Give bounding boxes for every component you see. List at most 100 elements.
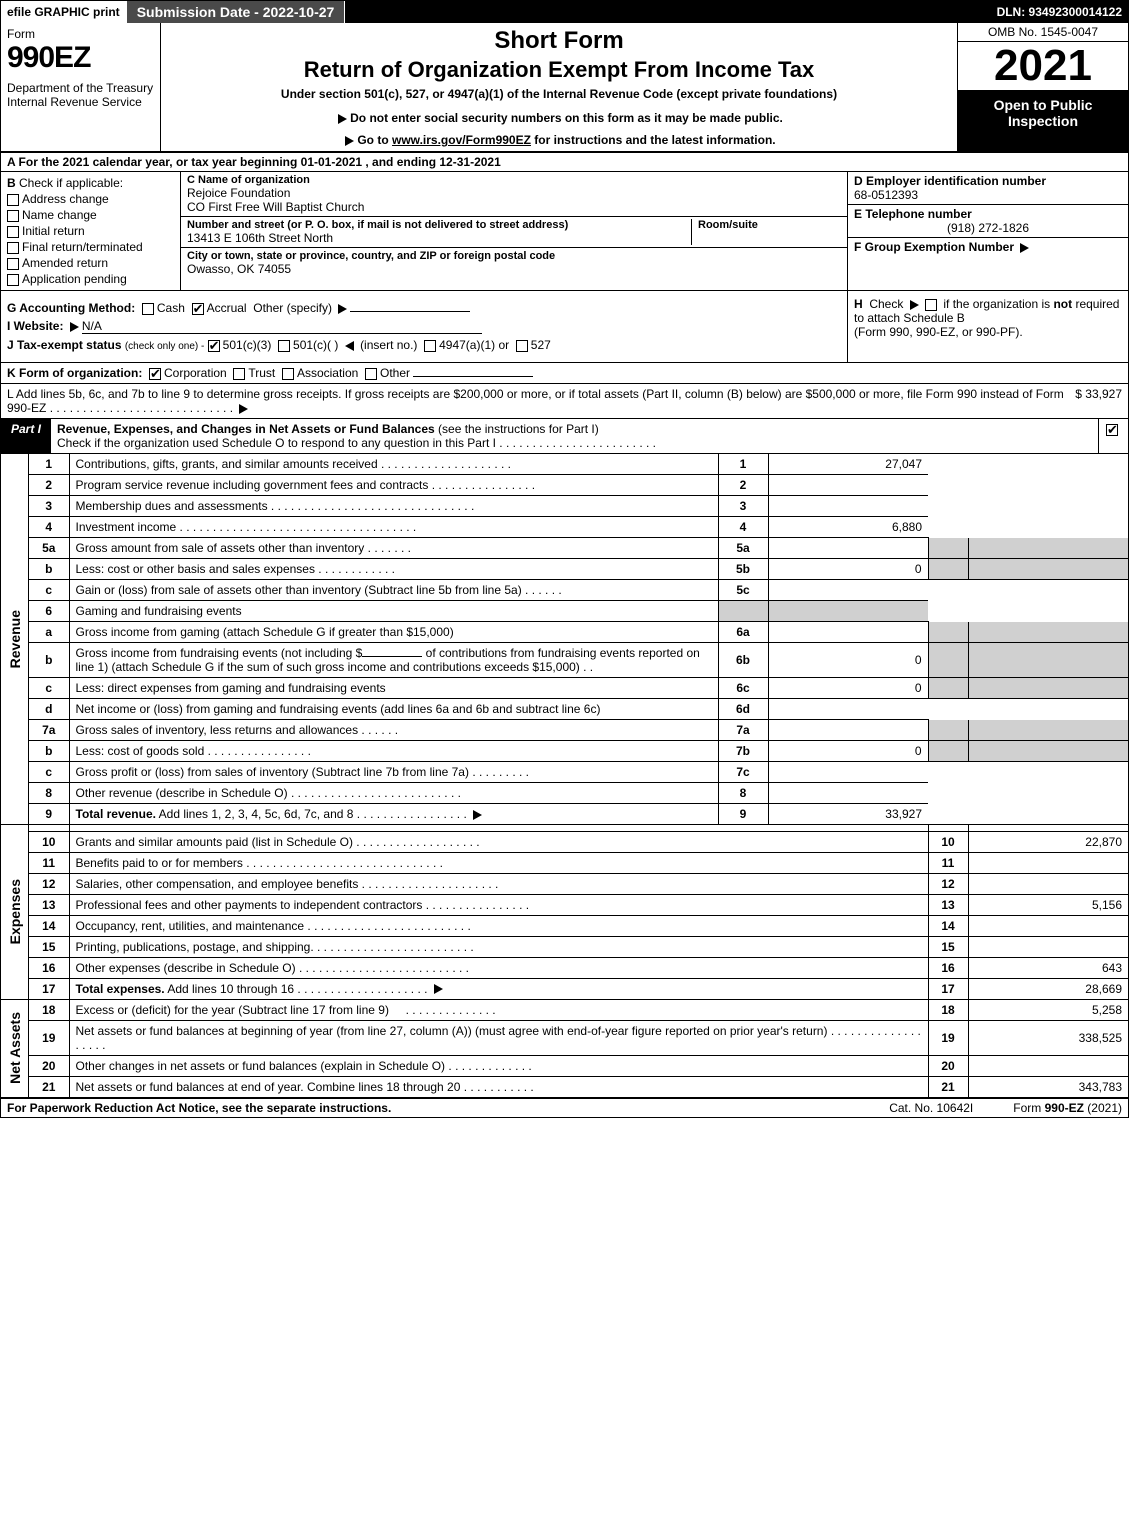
row-9: 9 Total revenue. Add lines 1, 2, 3, 4, 5…	[29, 804, 1128, 825]
line-ref: 9	[718, 804, 768, 825]
efile-label: efile GRAPHIC print	[1, 1, 127, 23]
other-org-input[interactable]	[413, 376, 533, 377]
row-1: 1 Contributions, gifts, grants, and simi…	[29, 454, 1128, 475]
527-checkbox[interactable]	[516, 340, 528, 352]
row-6d: d Net income or (loss) from gaming and f…	[29, 699, 1128, 720]
net-assets-grid: 18 Excess or (deficit) for the year (Sub…	[29, 1000, 1128, 1097]
row-15: 15 Printing, publications, postage, and …	[29, 936, 1128, 957]
line-value	[768, 496, 928, 517]
line-ref: 3	[718, 496, 768, 517]
501c-checkbox[interactable]	[278, 340, 290, 352]
assoc-checkbox[interactable]	[282, 368, 294, 380]
other-org-checkbox[interactable]	[365, 368, 377, 380]
omb-number: OMB No. 1545-0047	[958, 23, 1128, 42]
irs-link[interactable]: www.irs.gov/Form990EZ	[392, 133, 531, 147]
line-ref: 2	[718, 475, 768, 496]
opt-other: Other	[380, 366, 410, 380]
row-14: 14 Occupancy, rent, utilities, and maint…	[29, 915, 1128, 936]
line-i: I Website: N/A	[7, 319, 841, 334]
page-footer: For Paperwork Reduction Act Notice, see …	[1, 1099, 1128, 1117]
schedule-o-checkbox[interactable]	[1106, 424, 1118, 436]
other-specify-input[interactable]	[350, 311, 470, 312]
line-ref: 11	[928, 852, 968, 873]
short-form-title: Short Form	[169, 27, 949, 55]
department-label: Department of the Treasury Internal Reve…	[7, 81, 154, 109]
h-checkbox[interactable]	[925, 299, 937, 311]
h-check-word: Check	[869, 297, 903, 311]
h-txt1: if the organization is	[943, 297, 1053, 311]
f-label: F Group Exemption Number	[854, 240, 1014, 254]
part-title-note: (see the instructions for Part I)	[438, 422, 599, 436]
arrow-icon	[434, 984, 443, 994]
shaded-cell	[968, 622, 1128, 643]
part-title-main: Revenue, Expenses, and Changes in Net As…	[57, 422, 435, 436]
sub-value: 0	[768, 643, 928, 678]
line-num: 12	[29, 873, 69, 894]
line-value	[768, 580, 928, 601]
opt-address-change[interactable]: Address change	[7, 192, 174, 206]
column-g-i-j: G Accounting Method: Cash Accrual Other …	[1, 291, 848, 362]
arrow-icon	[473, 810, 482, 820]
goto-line: Go to www.irs.gov/Form990EZ for instruct…	[169, 133, 949, 147]
j-527: 527	[531, 338, 551, 352]
line-num: 7a	[29, 720, 69, 741]
form-number: 990EZ	[7, 41, 154, 75]
sub-value: 0	[768, 741, 928, 762]
line-desc: Less: cost of goods sold . . . . . . . .…	[69, 741, 718, 762]
form-header: Form 990EZ Department of the Treasury In…	[1, 23, 1128, 153]
opt-application-pending[interactable]: Application pending	[7, 272, 174, 286]
line-value: 5,258	[968, 1000, 1128, 1021]
line-num: b	[29, 559, 69, 580]
check-if-applicable: Check if applicable:	[19, 176, 123, 190]
row-2: 2 Program service revenue including gove…	[29, 475, 1128, 496]
sub-ref: 6a	[718, 622, 768, 643]
opt-name-change[interactable]: Name change	[7, 208, 174, 222]
trust-checkbox[interactable]	[233, 368, 245, 380]
line-desc: Total expenses. Add lines 10 through 16 …	[69, 978, 928, 999]
row-10: 10 Grants and similar amounts paid (list…	[29, 831, 1128, 852]
cash-checkbox[interactable]	[142, 303, 154, 315]
org-name-1: Rejoice Foundation	[187, 186, 841, 200]
row-20: 20 Other changes in net assets or fund b…	[29, 1055, 1128, 1076]
line-desc: Gross profit or (loss) from sales of inv…	[69, 762, 718, 783]
k-label: K Form of organization:	[7, 366, 142, 380]
line-desc: Other revenue (describe in Schedule O) .…	[69, 783, 718, 804]
row-6a: a Gross income from gaming (attach Sched…	[29, 622, 1128, 643]
row-5c: c Gain or (loss) from sale of assets oth…	[29, 580, 1128, 601]
sub-value	[768, 720, 928, 741]
h-not: not	[1053, 297, 1072, 311]
opt-final-return[interactable]: Final return/terminated	[7, 240, 174, 254]
line-desc: Occupancy, rent, utilities, and maintena…	[69, 915, 928, 936]
line-value: 28,669	[968, 978, 1128, 999]
header-center: Short Form Return of Organization Exempt…	[161, 23, 958, 151]
501c3-checkbox[interactable]	[208, 340, 220, 352]
column-b: B Check if applicable: Address change Na…	[1, 172, 181, 290]
column-h: H Check if the organization is not requi…	[848, 291, 1128, 362]
arrow-icon	[239, 404, 248, 414]
row-5a: 5a Gross amount from sale of assets othe…	[29, 538, 1128, 559]
opt-association: Association	[297, 366, 358, 380]
opt-initial-return[interactable]: Initial return	[7, 224, 174, 238]
line-j: J Tax-exempt status (check only one) - 5…	[7, 338, 841, 352]
line-num: 19	[29, 1020, 69, 1055]
ein-cell: D Employer identification number 68-0512…	[848, 172, 1128, 205]
4947-checkbox[interactable]	[424, 340, 436, 352]
line-ref: 14	[928, 915, 968, 936]
cat-number: Cat. No. 10642I	[889, 1101, 973, 1115]
line-num: 8	[29, 783, 69, 804]
arrow-left-icon	[345, 341, 354, 351]
shaded-cell	[718, 601, 768, 622]
corp-checkbox[interactable]	[149, 368, 161, 380]
opt-amended-return[interactable]: Amended return	[7, 256, 174, 270]
accrual-checkbox[interactable]	[192, 303, 204, 315]
line-num: b	[29, 741, 69, 762]
line-ref: 21	[928, 1076, 968, 1097]
line-desc: Benefits paid to or for members . . . . …	[69, 852, 928, 873]
city-cell: City or town, state or province, country…	[181, 248, 847, 278]
line-value	[768, 699, 928, 720]
sub-value: 0	[768, 559, 928, 580]
contrib-amount-input[interactable]	[362, 656, 422, 657]
block-g-h-i-j: G Accounting Method: Cash Accrual Other …	[1, 291, 1128, 363]
part-badge: Part I	[1, 419, 51, 453]
shaded-cell	[928, 538, 968, 559]
